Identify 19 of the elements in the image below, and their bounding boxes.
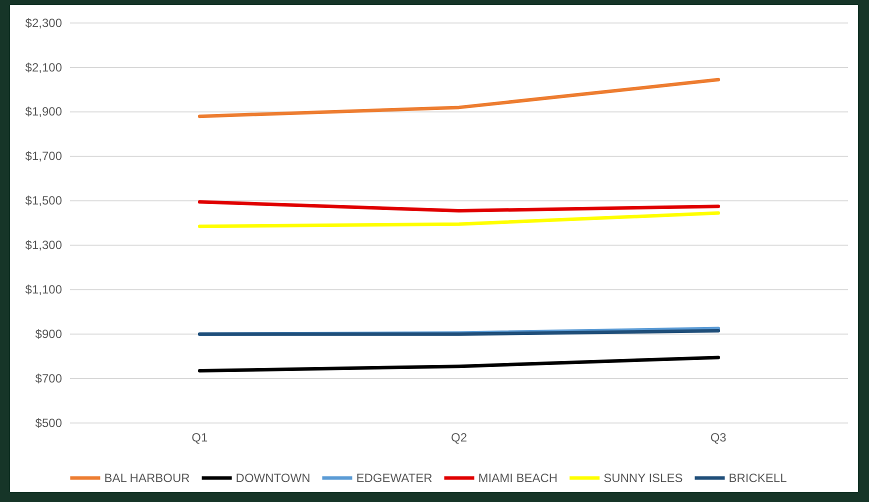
y-tick-label: $2,100 [25,60,62,74]
y-tick-label: $500 [35,416,62,430]
y-tick-label: $1,700 [25,149,62,164]
y-tick-label: $900 [35,326,62,341]
legend-label: DOWNTOWN [236,471,310,485]
y-tick-label: $700 [35,371,62,386]
y-tick-label: $1,300 [25,238,62,252]
legend-label: EDGEWATER [356,471,433,485]
legend-label: BRICKELL [728,471,788,485]
legend-label: BAL HARBOUR [104,471,190,485]
y-tick-label: $2,300 [25,16,62,30]
y-tick-label: $1,100 [25,282,62,297]
y-tick-label: $1,900 [25,104,62,119]
legend-label: SUNNY ISLES [604,471,683,485]
legend-label: MIAMI BEACH [478,471,558,485]
x-tick-label: Q1 [192,430,208,445]
x-tick-label: Q3 [710,430,727,445]
x-tick-label: Q2 [450,430,468,445]
y-tick-label: $1,500 [25,194,62,208]
